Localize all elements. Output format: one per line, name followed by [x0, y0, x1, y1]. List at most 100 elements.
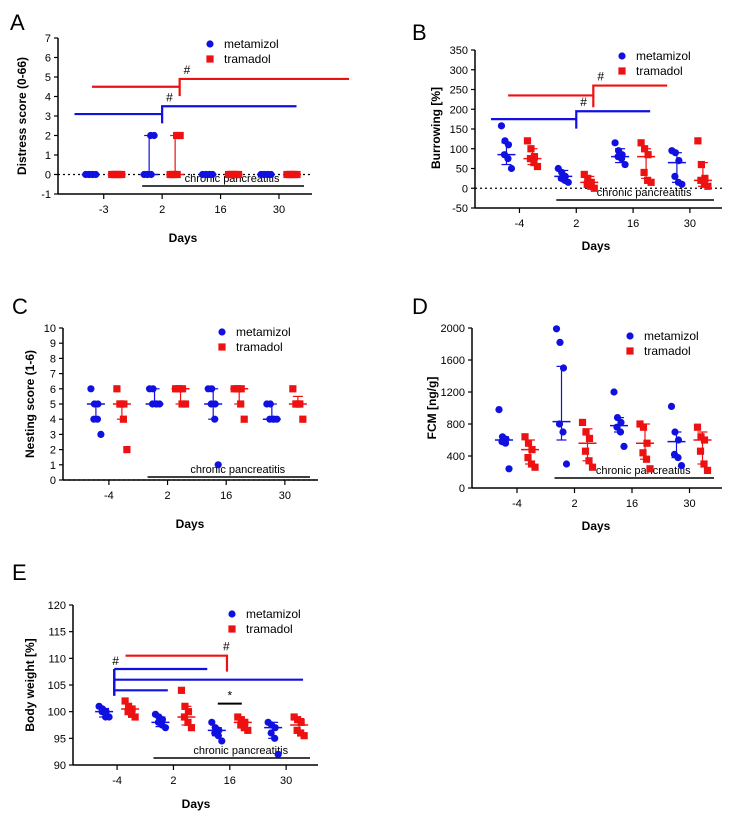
x-tick-label: 2 [159, 204, 165, 216]
data-point-metamizol [674, 454, 682, 462]
significance-bracket [161, 105, 297, 124]
y-tick-label: 2000 [441, 323, 465, 335]
data-point-tramadol [174, 385, 183, 393]
x-tick-label: 16 [214, 204, 226, 216]
data-point-metamizol [208, 718, 216, 726]
data-point-metamizol [87, 385, 95, 393]
y-tick-label: 2 [45, 131, 51, 143]
data-point-tramadol [581, 447, 590, 455]
data-point-tramadol [521, 433, 529, 441]
annotation-label: chronic pancreatitis [193, 745, 288, 757]
data-point-tramadol [184, 718, 192, 726]
y-tick-label: 100 [48, 707, 66, 719]
data-point-metamizol [678, 180, 686, 188]
y-tick-label: 3 [50, 429, 56, 441]
panel-label: D [412, 294, 428, 319]
x-tick-label: 30 [684, 218, 696, 230]
data-point-metamizol [218, 737, 226, 745]
y-axis-label: Distress score (0-66) [15, 57, 29, 175]
y-tick-label: 95 [54, 733, 66, 745]
data-point-metamizol [271, 724, 279, 732]
y-tick-label: 7 [45, 33, 51, 45]
y-tick-label: 1200 [441, 387, 465, 399]
y-axis-label: Burrowing [%] [429, 87, 443, 169]
panel-a: A -1 0 1 2 3 4 5 6 7 -3 2 16 30 Days Distress score (0-… [10, 10, 350, 245]
legend-label-tramadol: tramadol [224, 52, 271, 66]
y-tick-label: 1 [50, 460, 56, 472]
y-tick-label: 105 [48, 680, 66, 692]
x-tick-label: 16 [627, 218, 639, 230]
legend-marker-metamizol [228, 610, 236, 618]
data-point-metamizol [507, 164, 516, 173]
x-tick-label: 30 [683, 498, 695, 510]
data-point-tramadol [121, 697, 129, 705]
y-axis-label: Nesting score (1-6) [23, 350, 37, 458]
y-tick-label: 0 [462, 183, 468, 195]
data-point-tramadol [123, 446, 131, 454]
data-point-tramadol [637, 139, 645, 147]
data-point-metamizol [207, 400, 215, 408]
significance-marker: # [580, 95, 587, 109]
x-tick-label: 16 [626, 498, 638, 510]
data-point-tramadol [240, 415, 248, 423]
legend-marker-metamizol [206, 40, 214, 48]
data-point-tramadol [128, 705, 136, 713]
data-point-metamizol [143, 170, 151, 179]
x-tick-label: 2 [164, 490, 170, 502]
data-point-tramadol [640, 145, 649, 153]
data-point-tramadol [639, 423, 648, 431]
data-point-metamizol [149, 385, 157, 393]
data-point-metamizol [271, 734, 279, 742]
data-point-metamizol [98, 708, 106, 716]
data-point-tramadol [580, 170, 588, 179]
x-tick-label: 16 [224, 775, 236, 787]
data-point-tramadol [299, 415, 307, 423]
x-tick-label: -3 [99, 204, 109, 216]
data-point-tramadol [639, 449, 647, 457]
data-point-tramadol [177, 686, 186, 694]
data-point-tramadol [120, 400, 128, 408]
legend-label-metamizol: metamizol [236, 325, 291, 339]
y-tick-label: 250 [450, 85, 468, 97]
data-point-tramadol [533, 162, 542, 171]
panel-d: D 0 400 800 1200 1600 2000 -4 2 16 30 Days FCM [ng/g… [412, 294, 722, 533]
data-point-tramadol [530, 158, 538, 167]
significance-bracket [592, 84, 668, 108]
panel-b: B -50 0 50 100 150 200 250 300 350 -4 2 16 30 Days Burr… [412, 20, 722, 253]
data-point-tramadol [524, 439, 533, 447]
panel-label: E [12, 560, 27, 585]
x-tick-label: 2 [170, 775, 176, 787]
legend-label-metamizol: metamizol [224, 37, 279, 51]
data-point-metamizol [208, 385, 216, 393]
data-point-metamizol [610, 388, 618, 396]
x-axis-label: Days [182, 797, 211, 811]
data-point-tramadol [523, 137, 532, 145]
data-point-tramadol [644, 151, 652, 159]
y-tick-label: 120 [48, 600, 66, 612]
data-point-tramadol [696, 447, 705, 455]
data-point-tramadol [116, 400, 124, 408]
significance-marker: # [112, 654, 119, 668]
data-point-metamizol [214, 732, 222, 740]
y-tick-label: 5 [45, 72, 51, 84]
data-point-tramadol [237, 385, 245, 393]
x-axis-label: Days [169, 231, 198, 245]
data-point-tramadol [578, 418, 587, 426]
annotation-label: chronic pancreatitis [597, 187, 692, 199]
significance-marker: # [223, 640, 230, 654]
data-point-metamizol [674, 436, 683, 444]
data-point-tramadol [701, 174, 709, 182]
data-point-metamizol [211, 415, 219, 423]
y-tick-label: 200 [450, 104, 468, 116]
data-point-metamizol [495, 406, 503, 414]
y-tick-label: 4 [45, 92, 51, 104]
data-point-metamizol [267, 729, 275, 737]
legend-label-metamizol: metamizol [246, 607, 301, 621]
y-axis-label: FCM [ng/g] [425, 377, 439, 440]
data-point-metamizol [267, 170, 275, 179]
data-point-metamizol [94, 400, 102, 408]
legend-marker-tramadol [626, 347, 634, 355]
data-point-metamizol [671, 149, 679, 157]
x-tick-label: 16 [220, 490, 232, 502]
